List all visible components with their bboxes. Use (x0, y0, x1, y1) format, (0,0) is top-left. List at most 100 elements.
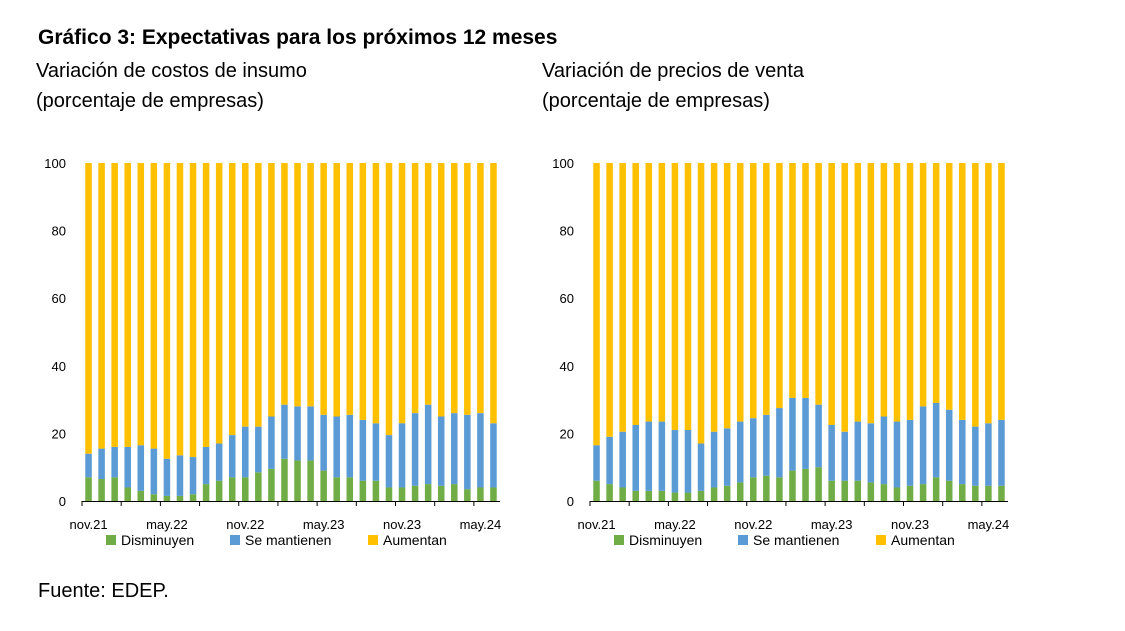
bar-disminuyen (333, 477, 340, 501)
bar-aumentan (789, 163, 796, 398)
bar-disminuyen (945, 480, 953, 501)
bar-disminuyen (202, 484, 210, 501)
bar-disminuyen (268, 468, 275, 501)
legend-swatch (738, 535, 748, 545)
bar-disminuyen (176, 495, 184, 501)
bar-se-mantienen (867, 423, 875, 483)
bar-aumentan (802, 163, 809, 398)
bar-aumentan (176, 163, 184, 456)
x-tick-label: nov.22 (734, 517, 772, 532)
bar-disminuyen (828, 480, 835, 501)
bar-aumentan (919, 163, 927, 407)
bar-disminuyen (789, 470, 796, 501)
legend-swatch (106, 535, 116, 545)
x-tick-label: may.24 (968, 517, 1010, 532)
bar-se-mantienen (359, 419, 367, 481)
bar-aumentan (255, 163, 262, 427)
bar-se-mantienen (945, 409, 953, 481)
y-tick-label: 0 (567, 494, 574, 509)
x-tick-label: may.23 (811, 517, 853, 532)
bar-se-mantienen (815, 404, 822, 468)
bar-se-mantienen (632, 424, 639, 491)
bar-se-mantienen (98, 448, 105, 480)
bar-se-mantienen (802, 397, 809, 469)
chart-precios-venta: 0 20 40 60 80 100 nov.21 may.22 nov.22 may.23 nov.… (552, 156, 1010, 548)
bar-aumentan (932, 163, 940, 403)
bar-aumentan (763, 163, 770, 415)
chart1-subtitle: (porcentaje de empresas) (36, 90, 264, 112)
bar-aumentan (307, 163, 314, 407)
bar-se-mantienen (215, 443, 223, 481)
bar-aumentan (815, 163, 822, 405)
legend-swatch (876, 535, 886, 545)
bar-se-mantienen (671, 430, 679, 493)
bar-se-mantienen (268, 416, 275, 469)
bar-se-mantienen (242, 426, 249, 478)
bar-aumentan (750, 163, 757, 419)
bar-aumentan (972, 163, 979, 427)
chart2-subtitle: (porcentaje de empresas) (542, 90, 770, 112)
bar-disminuyen (645, 490, 653, 501)
bar-se-mantienen (828, 424, 835, 481)
bar-disminuyen (385, 487, 393, 501)
bar-aumentan (281, 163, 288, 405)
bar-aumentan (111, 163, 118, 447)
bar-disminuyen (880, 484, 888, 501)
bar-disminuyen (998, 485, 1005, 501)
bar-aumentan (619, 163, 626, 432)
bar-aumentan (658, 163, 666, 422)
bar-aumentan (632, 163, 639, 425)
bar-se-mantienen (893, 421, 901, 488)
legend-label: Aumentan (383, 532, 447, 548)
bar-se-mantienen (202, 446, 210, 485)
legend-label: Disminuyen (629, 532, 702, 548)
bar-aumentan (490, 163, 497, 424)
bar-se-mantienen (606, 436, 613, 485)
bar-aumentan (98, 163, 105, 449)
chart2-title: Variación de precios de venta (542, 60, 805, 82)
bar-disminuyen (658, 490, 666, 501)
bar-disminuyen (307, 460, 314, 501)
bar-disminuyen (619, 487, 626, 501)
bar-se-mantienen (763, 414, 770, 476)
bar-aumentan (906, 163, 914, 420)
bar-se-mantienen (477, 413, 484, 488)
bar-aumentan (671, 163, 679, 431)
bar-disminuyen (776, 477, 783, 501)
y-tick-label: 0 (59, 494, 66, 509)
bar-disminuyen (124, 487, 131, 501)
bar-disminuyen (424, 484, 432, 501)
x-tick-label: may.23 (303, 517, 345, 532)
legend-label: Se mantienen (245, 532, 331, 548)
bar-aumentan (150, 163, 158, 449)
bar-aumentan (372, 163, 380, 424)
bar-se-mantienen (750, 418, 757, 478)
bar-disminuyen (137, 490, 145, 501)
bar-se-mantienen (320, 414, 327, 471)
bar-se-mantienen (85, 453, 92, 478)
bar-se-mantienen (841, 431, 848, 481)
bar-aumentan (202, 163, 210, 447)
bar-aumentan (346, 163, 354, 415)
bar-aumentan (945, 163, 953, 410)
bar-disminuyen (215, 480, 223, 501)
bar-aumentan (189, 163, 197, 458)
bar-aumentan (215, 163, 223, 444)
bar-disminuyen (736, 482, 744, 501)
bar-disminuyen (919, 484, 927, 501)
bar-se-mantienen (464, 414, 471, 490)
y-tick-label: 60 (52, 291, 66, 306)
bar-se-mantienen (490, 423, 497, 488)
bar-aumentan (593, 163, 600, 446)
bar-disminuyen (932, 477, 940, 501)
bar-disminuyen (671, 492, 679, 501)
bar-disminuyen (723, 485, 731, 501)
bar-disminuyen (411, 485, 419, 501)
bar-disminuyen (763, 475, 770, 501)
bar-se-mantienen (281, 404, 288, 459)
bar-aumentan (333, 163, 340, 417)
bar-se-mantienen (593, 445, 600, 481)
bar-aumentan (294, 163, 301, 407)
bar-se-mantienen (906, 419, 914, 486)
bar-aumentan (776, 163, 783, 409)
